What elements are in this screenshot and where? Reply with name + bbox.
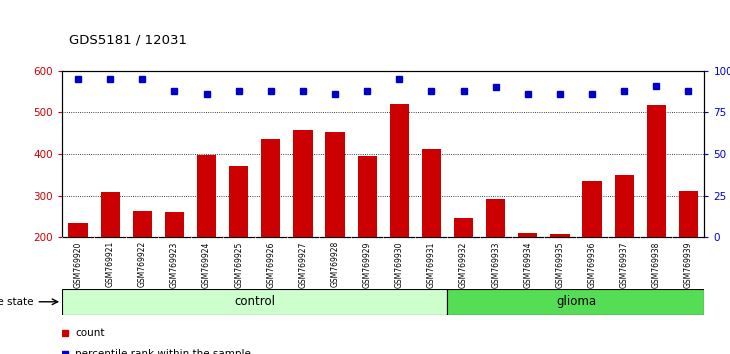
Text: GSM769923: GSM769923 bbox=[170, 241, 179, 287]
Text: percentile rank within the sample: percentile rank within the sample bbox=[75, 349, 251, 354]
Text: GDS5181 / 12031: GDS5181 / 12031 bbox=[69, 33, 188, 46]
Bar bbox=[197, 155, 216, 237]
Text: control: control bbox=[234, 295, 275, 308]
Text: GSM769933: GSM769933 bbox=[491, 241, 500, 288]
Bar bbox=[518, 233, 537, 237]
Bar bbox=[447, 289, 704, 315]
Bar bbox=[101, 192, 120, 237]
Bar bbox=[133, 211, 152, 237]
Text: GSM769924: GSM769924 bbox=[202, 241, 211, 287]
Text: GSM769927: GSM769927 bbox=[299, 241, 307, 287]
Bar bbox=[454, 218, 473, 237]
Bar bbox=[679, 190, 698, 237]
Text: GSM769937: GSM769937 bbox=[620, 241, 629, 288]
Bar bbox=[550, 234, 569, 237]
Bar bbox=[358, 156, 377, 237]
Text: GSM769922: GSM769922 bbox=[138, 241, 147, 287]
Text: count: count bbox=[75, 328, 104, 338]
Bar bbox=[486, 199, 505, 237]
Bar bbox=[326, 132, 345, 237]
Text: GSM769935: GSM769935 bbox=[556, 241, 564, 288]
Bar bbox=[229, 166, 248, 237]
Text: GSM769929: GSM769929 bbox=[363, 241, 372, 287]
Text: GSM769934: GSM769934 bbox=[523, 241, 532, 288]
Text: glioma: glioma bbox=[556, 295, 596, 308]
Text: GSM769938: GSM769938 bbox=[652, 241, 661, 287]
Text: GSM769931: GSM769931 bbox=[427, 241, 436, 287]
Text: GSM769932: GSM769932 bbox=[459, 241, 468, 287]
Bar bbox=[293, 130, 312, 237]
Text: GSM769925: GSM769925 bbox=[234, 241, 243, 287]
Text: GSM769928: GSM769928 bbox=[331, 241, 339, 287]
Text: GSM769921: GSM769921 bbox=[106, 241, 115, 287]
Bar bbox=[615, 175, 634, 237]
Text: disease state: disease state bbox=[0, 297, 33, 307]
Bar bbox=[62, 289, 447, 315]
Text: GSM769920: GSM769920 bbox=[74, 241, 82, 287]
Text: GSM769939: GSM769939 bbox=[684, 241, 693, 288]
Bar bbox=[69, 223, 88, 237]
Text: GSM769926: GSM769926 bbox=[266, 241, 275, 287]
Bar bbox=[583, 181, 602, 237]
Bar bbox=[165, 212, 184, 237]
Text: GSM769936: GSM769936 bbox=[588, 241, 596, 288]
Text: GSM769930: GSM769930 bbox=[395, 241, 404, 288]
Bar bbox=[422, 149, 441, 237]
Bar bbox=[261, 139, 280, 237]
Bar bbox=[647, 105, 666, 237]
Bar bbox=[390, 104, 409, 237]
